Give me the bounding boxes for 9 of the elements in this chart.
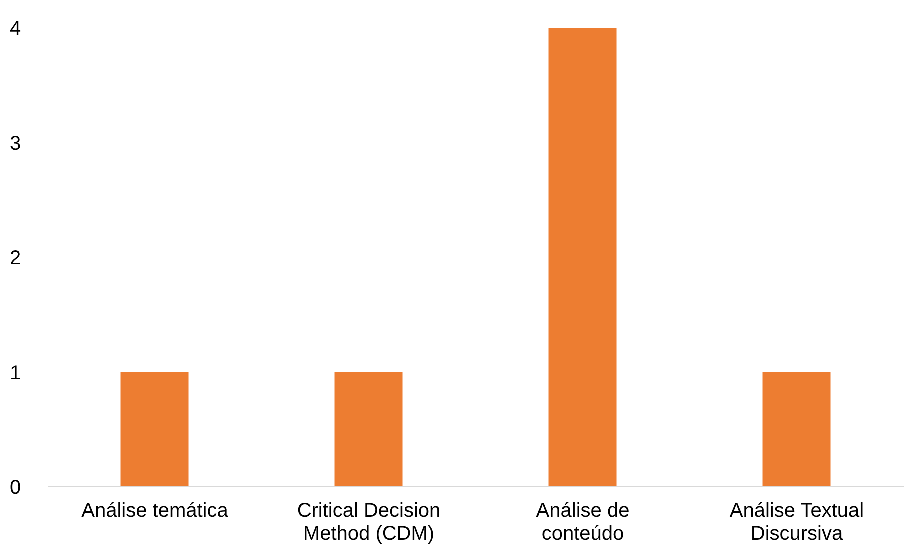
x-tick-label: Análise de conteúdo xyxy=(536,500,630,545)
y-tick-label: 2 xyxy=(10,248,22,270)
x-tick-label: Análise temática xyxy=(82,500,230,522)
x-tick-label: Critical Decision Method (CDM) xyxy=(297,500,441,545)
x-tick-label: Análise Textual Discursiva xyxy=(730,500,864,545)
y-tick-label: 3 xyxy=(10,132,22,155)
y-tick-label: 4 xyxy=(10,18,22,40)
y-tick-label: 0 xyxy=(10,477,22,500)
y-tick-label: 1 xyxy=(10,362,22,384)
